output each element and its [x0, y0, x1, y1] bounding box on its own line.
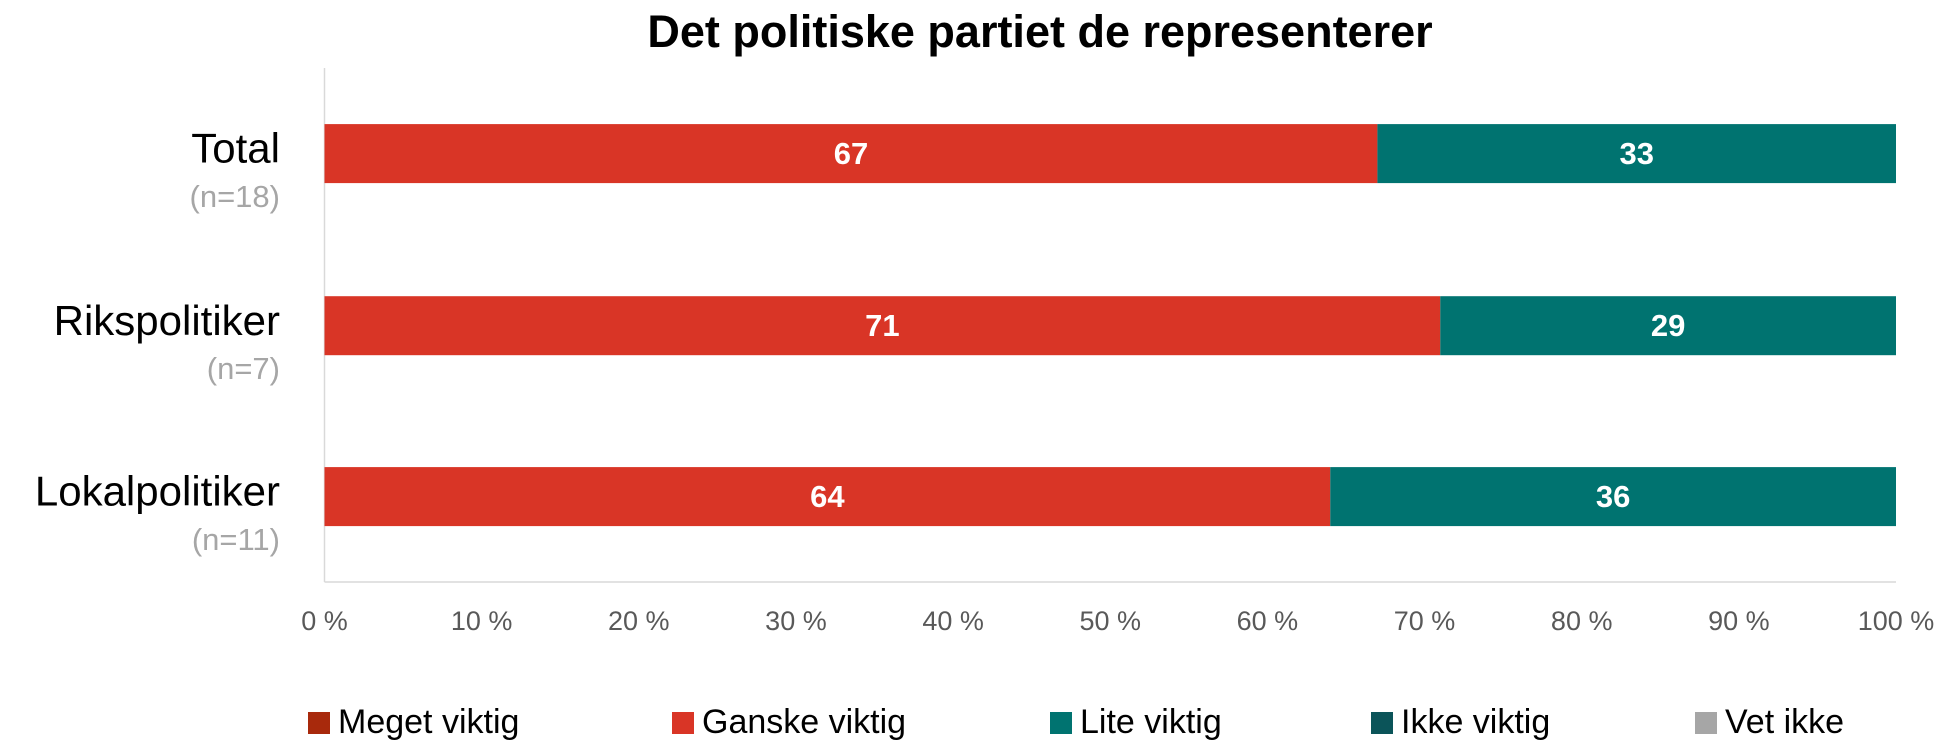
- legend-label: Meget viktig: [338, 703, 519, 741]
- data-label: 67: [834, 136, 868, 171]
- data-label: 36: [1596, 479, 1630, 514]
- y-tick-note: (n=18): [190, 179, 280, 214]
- data-label: 71: [865, 308, 899, 343]
- y-tick-note: (n=7): [207, 351, 280, 386]
- legend-swatch: [308, 712, 330, 734]
- legend-swatch: [1695, 712, 1717, 734]
- y-tick-label: Total: [191, 125, 280, 172]
- legend-swatch: [1371, 712, 1393, 734]
- data-label: 64: [810, 479, 845, 514]
- x-tick-label: 60 %: [1237, 606, 1299, 636]
- x-tick-label: 80 %: [1551, 606, 1613, 636]
- x-tick-label: 30 %: [765, 606, 827, 636]
- x-tick-label: 90 %: [1708, 606, 1770, 636]
- x-tick-label: 50 %: [1079, 606, 1141, 636]
- x-tick-label: 70 %: [1394, 606, 1456, 636]
- y-tick-note: (n=11): [192, 522, 280, 557]
- x-tick-label: 0 %: [301, 606, 348, 636]
- x-tick-label: 10 %: [451, 606, 513, 636]
- legend-swatch: [672, 712, 694, 734]
- bar-segment: [1377, 124, 1896, 184]
- x-tick-label: 100 %: [1858, 606, 1935, 636]
- y-tick-label: Rikspolitiker: [54, 297, 280, 344]
- bar-segment: [1330, 467, 1896, 527]
- x-tick-label: 20 %: [608, 606, 670, 636]
- legend-label: Lite viktig: [1080, 703, 1222, 741]
- data-label: 29: [1651, 308, 1685, 343]
- data-label: 33: [1619, 136, 1653, 171]
- y-tick-label: Lokalpolitiker: [35, 468, 280, 515]
- legend-label: Ganske viktig: [702, 703, 906, 741]
- legend-swatch: [1050, 712, 1072, 734]
- bar-segment: [324, 296, 1441, 356]
- bar-segment: [1440, 296, 1896, 356]
- legend-label: Vet ikke: [1725, 703, 1844, 741]
- legend-label: Ikke viktig: [1401, 703, 1550, 741]
- bar-segment: [324, 124, 1378, 184]
- chart-title: Det politiske partiet de representerer: [647, 6, 1432, 57]
- x-tick-label: 40 %: [922, 606, 984, 636]
- bar-segment: [324, 467, 1331, 527]
